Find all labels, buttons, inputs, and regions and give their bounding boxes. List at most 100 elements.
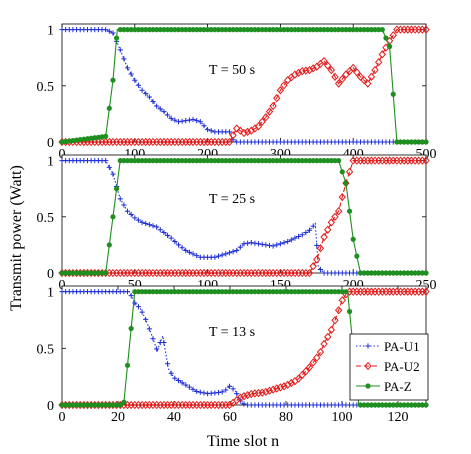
data-point (154, 103, 160, 109)
data-point (338, 192, 346, 202)
data-point (223, 251, 229, 257)
data-point (179, 118, 185, 124)
data-point (106, 28, 112, 34)
data-point (350, 236, 356, 242)
x-tick-label: 60 (223, 410, 237, 425)
data-point (183, 118, 189, 124)
data-point (132, 215, 138, 221)
data-point (234, 247, 240, 254)
data-point (194, 252, 200, 259)
data-point (320, 232, 328, 242)
data-point (371, 65, 379, 75)
data-point (273, 94, 281, 103)
data-point (288, 237, 294, 243)
data-point (150, 336, 156, 342)
data-point (201, 123, 207, 129)
data-point (194, 388, 200, 395)
x-tick-label: 40 (167, 410, 181, 425)
data-point (389, 31, 397, 40)
data-point (243, 127, 252, 137)
y-axis-label: Transmit power (Watt) (8, 165, 25, 311)
data-point (305, 363, 314, 372)
y-tick-label: 1 (47, 24, 54, 39)
data-point (128, 211, 134, 218)
data-point (175, 119, 182, 125)
data-point (336, 158, 342, 164)
data-point (367, 72, 376, 81)
y-tick-label: 0 (47, 399, 54, 414)
data-point (294, 68, 303, 78)
data-point (117, 47, 123, 53)
data-point (387, 43, 393, 50)
data-point (251, 389, 259, 398)
data-point (135, 82, 142, 88)
data-point (338, 296, 346, 305)
data-point (245, 240, 251, 246)
data-point (331, 212, 339, 221)
data-point (168, 235, 174, 241)
data-point (103, 158, 109, 164)
data-point (303, 229, 309, 236)
data-point (135, 304, 142, 310)
data-point (390, 91, 396, 97)
y-tick-label: 0.5 (37, 342, 55, 357)
data-point (248, 240, 254, 246)
y-tick-label: 0 (47, 136, 54, 151)
data-point (121, 56, 127, 62)
data-point (314, 242, 320, 249)
data-point (106, 105, 112, 111)
x-tick-label: 0 (59, 278, 66, 293)
data-point (334, 79, 343, 88)
data-point (117, 196, 123, 202)
data-point (269, 101, 277, 111)
data-point (313, 255, 321, 264)
data-point (302, 367, 310, 376)
data-point (331, 316, 339, 325)
series-pa-u2 (58, 156, 430, 278)
data-point (345, 167, 354, 177)
data-point (164, 232, 171, 238)
data-point (305, 65, 314, 75)
data-point (327, 65, 336, 75)
data-point (240, 392, 248, 401)
data-point (334, 306, 343, 315)
data-point (375, 58, 383, 67)
legend-label: PA-U2 (384, 359, 420, 374)
data-point (230, 386, 236, 392)
data-point (154, 346, 160, 352)
data-point (113, 186, 120, 192)
data-point (302, 66, 310, 75)
data-point (168, 115, 174, 121)
data-point (128, 71, 134, 77)
data-point (154, 224, 160, 230)
x-tick-label: 20 (111, 410, 125, 425)
legend-item: PA-Z (356, 379, 412, 394)
data-point (201, 390, 207, 396)
data-point (106, 242, 112, 248)
data-point (324, 332, 332, 342)
data-point (310, 223, 316, 229)
panel-annotation: T = 50 s (209, 63, 255, 78)
data-point (273, 384, 281, 393)
data-point (346, 208, 353, 214)
legend-box (349, 333, 429, 401)
data-point (186, 117, 192, 123)
data-point (346, 308, 353, 315)
data-point (183, 382, 189, 388)
series-pa-z (59, 27, 429, 145)
data-point (243, 390, 252, 400)
data-point (280, 81, 288, 90)
data-point (124, 289, 131, 295)
data-point (281, 240, 287, 246)
legend: PA-U1 PA-U2 PA-Z (349, 333, 429, 401)
data-point (309, 358, 317, 367)
data-point (378, 50, 386, 59)
data-point (262, 387, 270, 397)
data-point (423, 402, 429, 408)
x-tick-label: 0 (59, 410, 66, 425)
data-point (240, 128, 248, 138)
data-point (354, 253, 360, 259)
data-point (226, 250, 233, 256)
series-pa-u2 (58, 287, 430, 410)
data-point (327, 218, 336, 227)
